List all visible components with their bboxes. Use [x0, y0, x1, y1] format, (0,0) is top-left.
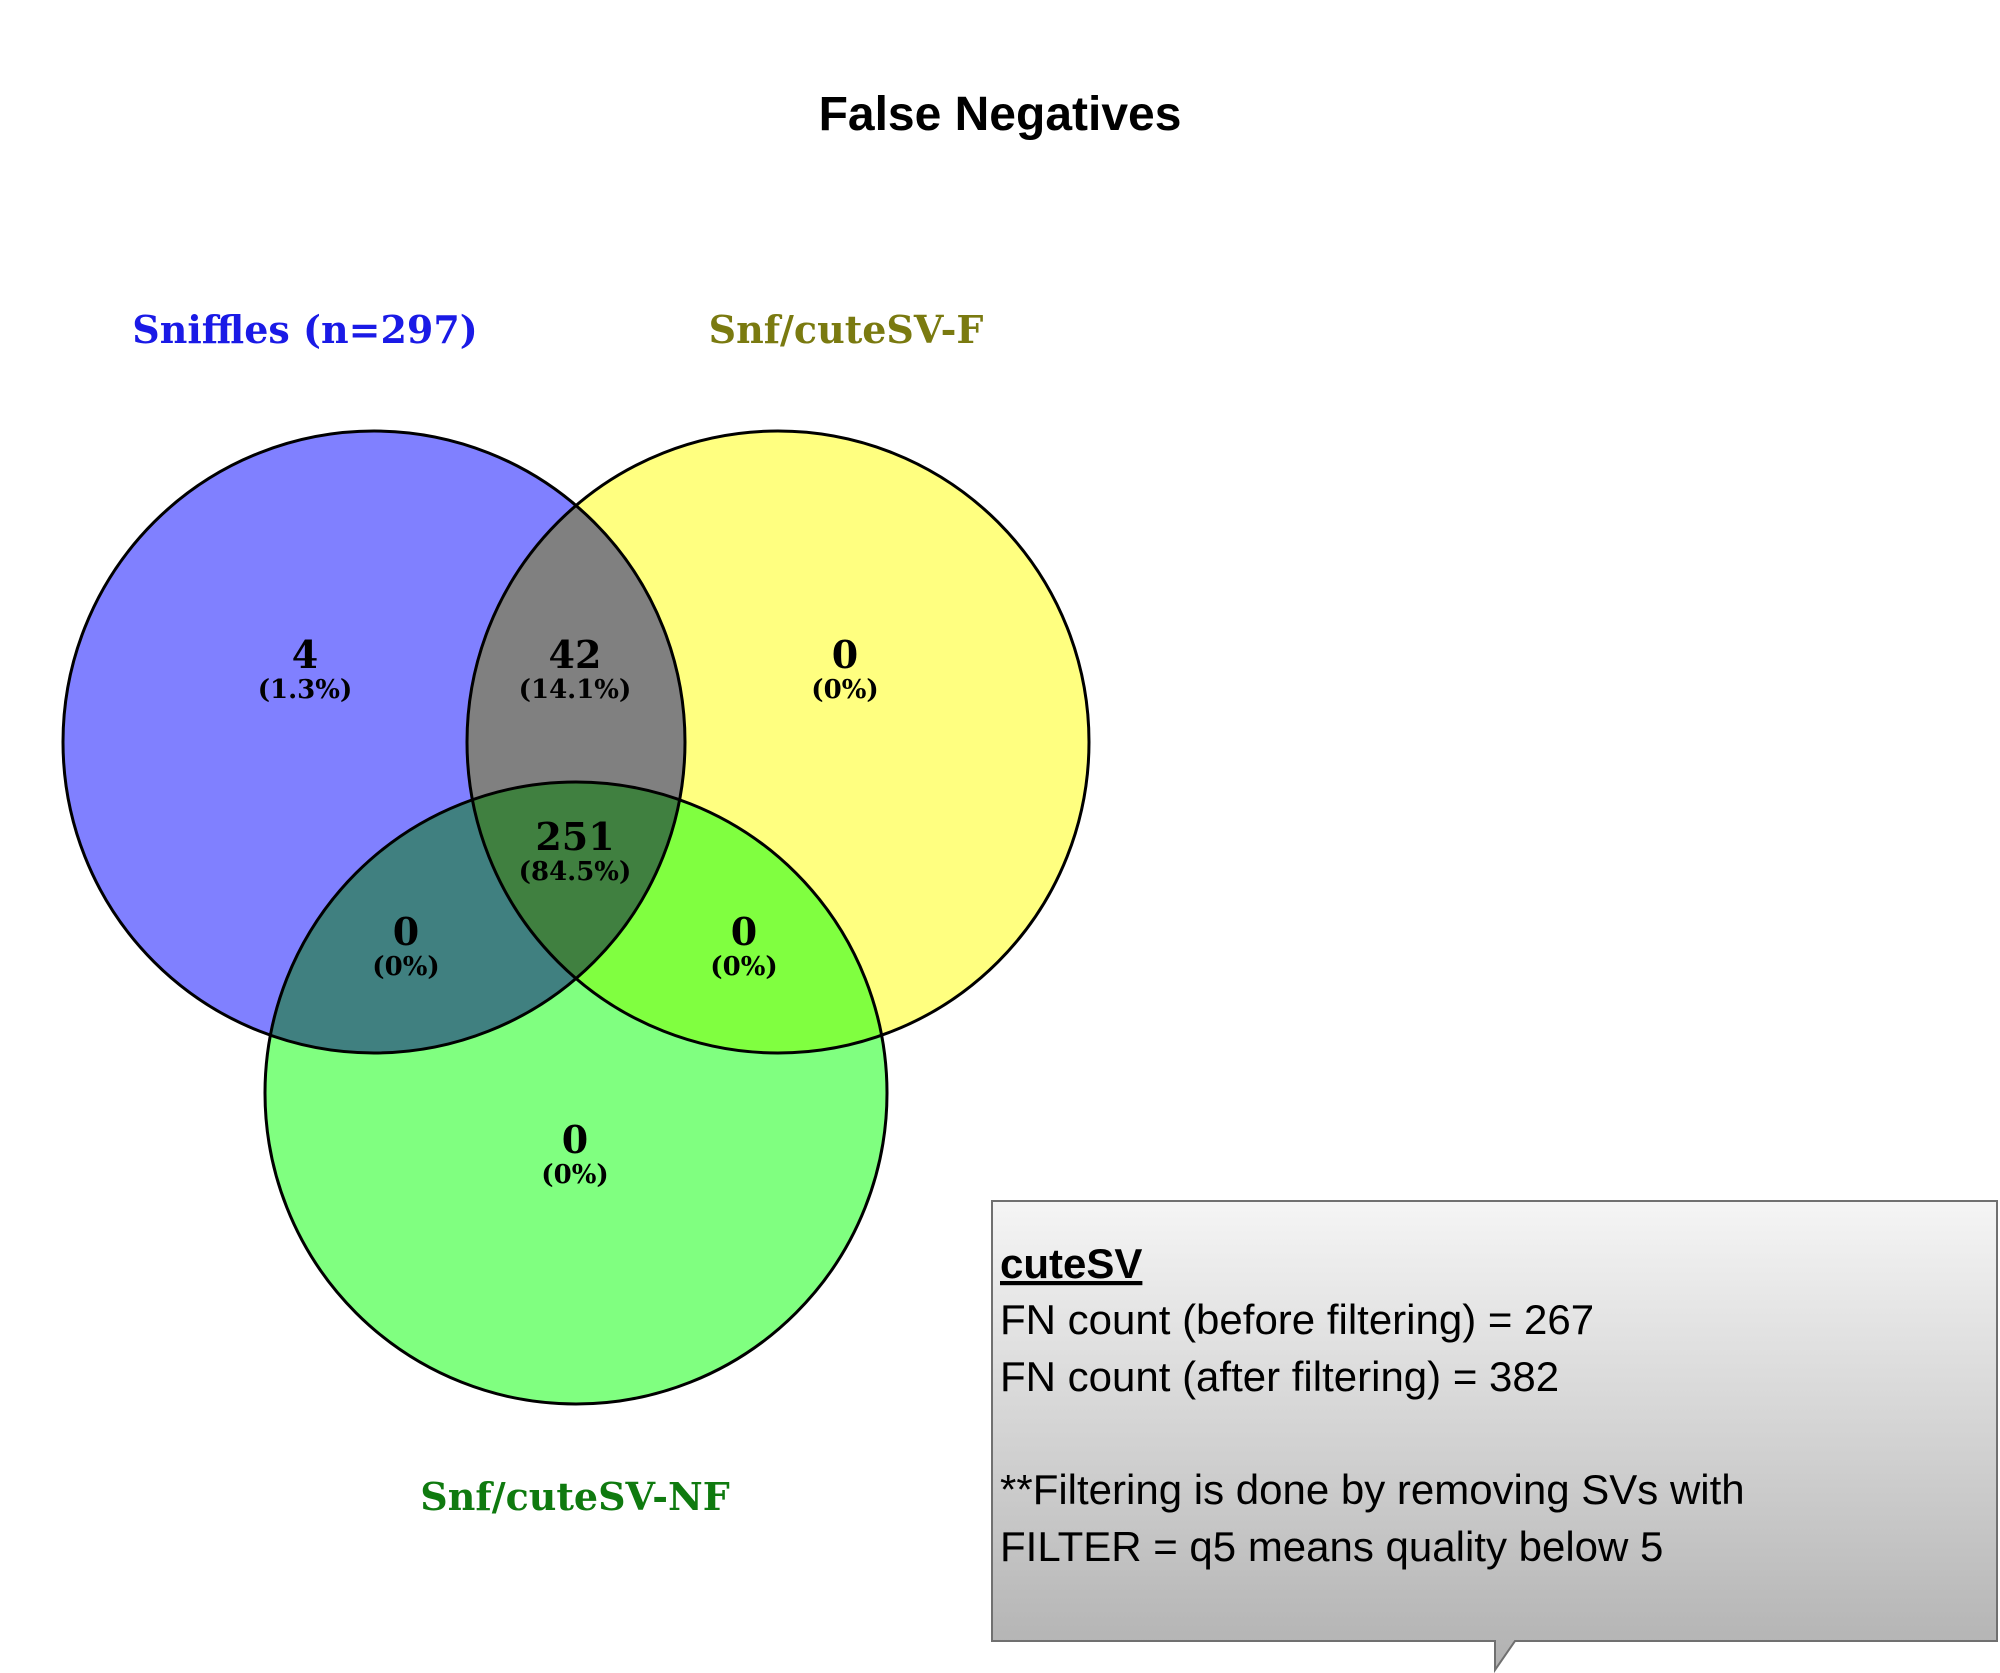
region-sniffles-only-pct: (1.3%)	[258, 675, 353, 705]
region-sniffles-f-count: 42	[549, 632, 602, 677]
outline-snf-cutesv-f	[465, 429, 1091, 1055]
set-label-snf-cutesv-f: Snf/cuteSV-F	[709, 307, 984, 352]
set-label-sniffles: Sniffles (n=297)	[132, 307, 478, 352]
note-line-filter-definition: FILTER = q5 means quality below 5	[1000, 1523, 1663, 1570]
region-f-nf-count: 0	[731, 909, 757, 954]
region-sniffles-nf-count: 0	[393, 909, 419, 954]
region-sniffles-f-pct: (14.1%)	[519, 675, 632, 705]
note-line-after-filtering: FN count (after filtering) = 382	[1000, 1353, 1559, 1400]
outline-snf-cutesv-nf	[263, 780, 889, 1406]
callout-box	[991, 1200, 1998, 1673]
region-sniffles-nf-pct: (0%)	[372, 952, 439, 982]
set-label-snf-cutesv-nf: Snf/cuteSV-NF	[420, 1474, 729, 1519]
callout-note: cuteSV FN count (before filtering) = 267…	[991, 1200, 1998, 1673]
region-f-only-count: 0	[832, 632, 858, 677]
diagram-title: False Negatives	[819, 88, 1182, 141]
region-nf-only-pct: (0%)	[541, 1160, 608, 1190]
circle-snf-cutesv-nf	[265, 782, 887, 1404]
region-f-only-pct: (0%)	[811, 675, 878, 705]
region-all-three-count: 251	[535, 814, 614, 859]
region-f-nf-pct: (0%)	[710, 952, 777, 982]
note-heading: cuteSV	[1000, 1240, 1142, 1287]
region-all-three-pct: (84.5%)	[519, 857, 632, 887]
note-line-filter-description: **Filtering is done by removing SVs with	[1000, 1466, 1745, 1513]
outline-sniffles	[61, 429, 687, 1055]
note-line-before-filtering: FN count (before filtering) = 267	[1000, 1296, 1594, 1343]
region-sniffles-only-count: 4	[292, 632, 318, 677]
region-nf-only-count: 0	[562, 1117, 588, 1162]
